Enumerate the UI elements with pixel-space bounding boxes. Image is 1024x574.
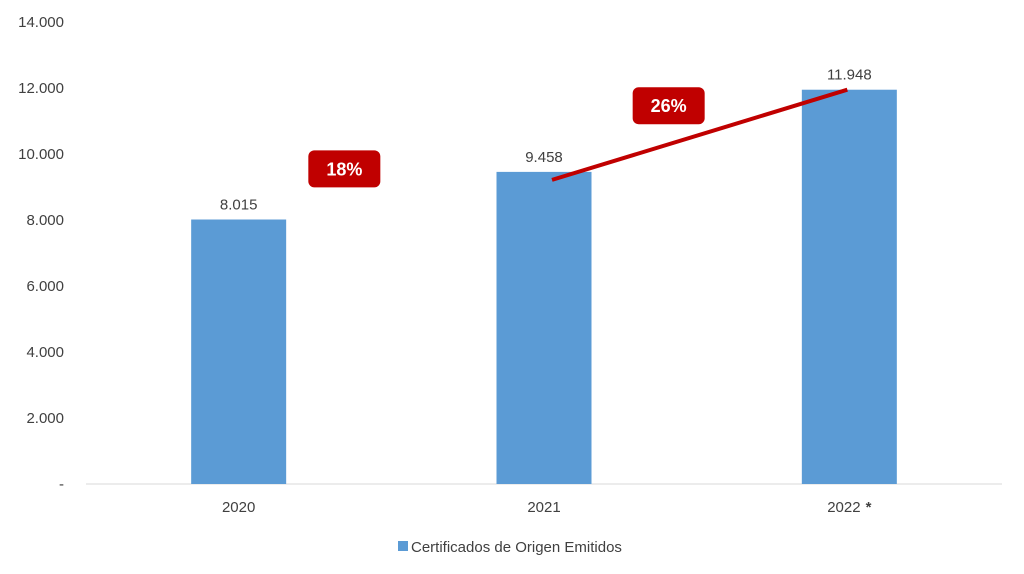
bars-group [191, 89, 897, 485]
y-tick-label: 6.000 [26, 278, 64, 295]
category-label: 2021 [527, 499, 560, 516]
growth-badge [308, 150, 381, 188]
y-tick-label: 14.000 [18, 14, 64, 31]
growth-badge-label: 26% [651, 96, 687, 116]
trend-line [551, 87, 848, 182]
y-tick-label: 8.000 [26, 212, 64, 229]
data-label: 8.015 [220, 197, 258, 214]
bar [801, 89, 897, 484]
data-label: 11.948 [827, 67, 872, 84]
data-label: 9.458 [525, 149, 563, 166]
y-tick-label: 10.000 [18, 146, 64, 163]
annotations-group: 18% 26% [308, 87, 848, 188]
legend-label: Certificados de Origen Emitidos [411, 539, 622, 556]
bar [496, 171, 592, 485]
y-tick-label: 4.000 [26, 344, 64, 361]
growth-badge [632, 87, 705, 125]
y-axis: - 2.000 4.000 6.000 8.000 10.000 12.000 14.000 [18, 14, 64, 493]
y-tick-label: - [59, 476, 64, 493]
category-mark: * [866, 499, 872, 516]
data-labels-group: 8.015 9.458 11.948 [220, 67, 872, 214]
growth-badge-label: 18% [326, 159, 362, 179]
category-label: 2020 [222, 499, 255, 516]
legend-swatch [398, 541, 408, 551]
category-labels-group: 2020 2021 2022 * [222, 499, 872, 516]
bar [191, 219, 287, 484]
legend: Certificados de Origen Emitidos [398, 539, 622, 556]
y-tick-label: 12.000 [18, 80, 64, 97]
category-label: 2022 * [827, 499, 871, 516]
y-tick-label: 2.000 [26, 410, 64, 427]
